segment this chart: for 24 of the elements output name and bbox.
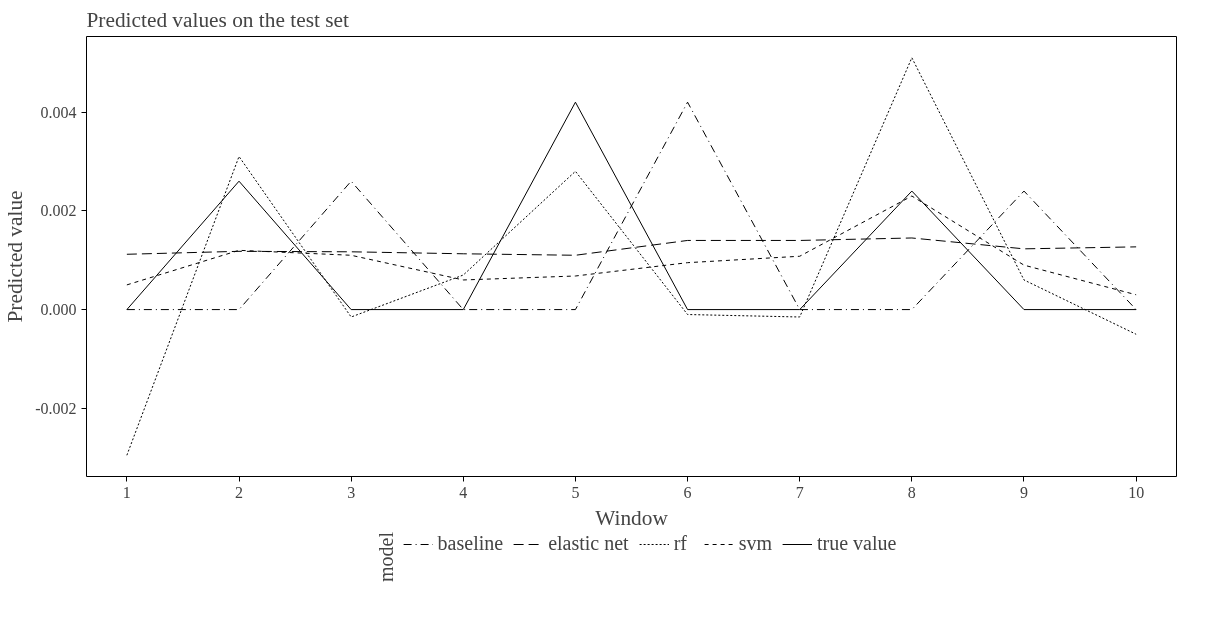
y-axis-title: Predicted value	[3, 190, 28, 323]
x-axis-title: Window	[595, 505, 669, 530]
legend-title: model	[374, 532, 398, 582]
chart-title: Predicted values on the test set	[86, 7, 349, 32]
legend-label: true value	[817, 532, 897, 555]
x-tick-label: 2	[235, 483, 244, 501]
legend-label: elastic net	[548, 532, 629, 555]
y-tick-label: 0.002	[40, 202, 77, 220]
x-tick-label: 1	[122, 483, 131, 501]
y-tick-label: 0.004	[40, 103, 77, 121]
y-tick-label: 0.000	[40, 301, 77, 319]
line-series	[126, 57, 1137, 456]
x-tick-label: 6	[683, 483, 692, 501]
legend-label: svm	[738, 532, 772, 555]
y-tick-label: -0.002	[35, 399, 77, 417]
x-tick-label: 4	[459, 483, 468, 501]
x-tick-label: 5	[571, 483, 580, 501]
x-tick-label: 8	[907, 483, 916, 501]
x-tick-label: 3	[347, 483, 356, 501]
legend-label: baseline	[437, 532, 504, 555]
x-tick-label: 9	[1019, 483, 1028, 501]
x-tick-label: 7	[795, 483, 804, 501]
legend-label: rf	[673, 532, 688, 555]
x-tick-label: 10	[1128, 483, 1145, 501]
